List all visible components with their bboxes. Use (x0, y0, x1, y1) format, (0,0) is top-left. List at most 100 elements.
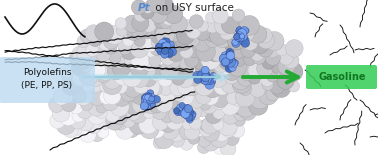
Text: Polyolefins
(PE, PP, PS): Polyolefins (PE, PP, PS) (22, 68, 73, 90)
Circle shape (166, 113, 183, 130)
Circle shape (215, 33, 231, 48)
Circle shape (288, 81, 300, 92)
Circle shape (186, 24, 201, 39)
Circle shape (237, 70, 254, 86)
Circle shape (232, 9, 245, 22)
Circle shape (143, 95, 152, 104)
Circle shape (167, 44, 184, 62)
Circle shape (184, 124, 200, 140)
Circle shape (240, 37, 246, 44)
Circle shape (144, 94, 151, 101)
Circle shape (150, 95, 158, 104)
Circle shape (237, 29, 243, 35)
FancyArrow shape (80, 73, 230, 82)
Circle shape (69, 100, 83, 114)
Circle shape (210, 27, 228, 45)
Circle shape (76, 45, 93, 61)
Circle shape (177, 104, 183, 111)
Circle shape (205, 80, 214, 89)
Circle shape (124, 79, 142, 97)
Circle shape (266, 44, 279, 58)
Circle shape (180, 45, 193, 58)
Circle shape (150, 43, 163, 56)
Circle shape (201, 74, 210, 82)
Circle shape (150, 102, 156, 108)
Circle shape (132, 14, 149, 32)
Circle shape (131, 23, 147, 39)
Circle shape (166, 51, 173, 58)
Circle shape (212, 96, 226, 110)
Circle shape (218, 116, 237, 136)
Circle shape (140, 5, 154, 19)
Circle shape (96, 63, 114, 80)
Circle shape (61, 71, 73, 82)
Circle shape (71, 125, 82, 136)
Circle shape (143, 107, 155, 119)
Circle shape (168, 41, 174, 47)
Circle shape (100, 80, 112, 93)
Circle shape (131, 52, 149, 70)
Circle shape (250, 35, 269, 54)
Circle shape (248, 96, 268, 115)
Circle shape (96, 101, 108, 113)
Circle shape (143, 95, 153, 105)
Circle shape (248, 71, 261, 84)
Circle shape (229, 64, 236, 71)
Circle shape (94, 22, 114, 41)
Circle shape (240, 34, 245, 39)
Circle shape (243, 28, 249, 33)
Circle shape (252, 50, 266, 64)
Circle shape (236, 27, 243, 35)
Circle shape (269, 79, 285, 94)
Circle shape (186, 65, 199, 78)
Circle shape (144, 93, 152, 102)
Circle shape (183, 112, 189, 117)
Circle shape (219, 54, 229, 64)
Circle shape (141, 102, 149, 110)
Circle shape (232, 60, 239, 66)
Circle shape (181, 20, 194, 33)
Circle shape (164, 48, 172, 56)
Circle shape (196, 106, 208, 117)
Circle shape (99, 91, 113, 104)
Circle shape (169, 15, 187, 33)
Circle shape (243, 37, 249, 43)
Circle shape (236, 27, 243, 34)
Circle shape (149, 123, 165, 138)
Circle shape (234, 33, 242, 41)
Circle shape (242, 35, 258, 51)
Circle shape (122, 61, 139, 78)
Circle shape (234, 33, 240, 40)
Circle shape (168, 65, 181, 78)
Circle shape (82, 80, 94, 92)
Circle shape (160, 43, 168, 51)
Circle shape (151, 70, 162, 81)
Circle shape (227, 31, 246, 50)
Circle shape (249, 25, 267, 43)
Circle shape (168, 48, 177, 56)
Circle shape (177, 72, 194, 88)
Circle shape (149, 93, 155, 98)
Circle shape (226, 57, 234, 64)
Circle shape (259, 86, 278, 105)
Circle shape (206, 20, 219, 33)
FancyBboxPatch shape (0, 57, 95, 103)
Circle shape (226, 48, 233, 55)
Circle shape (160, 83, 172, 96)
Circle shape (146, 94, 151, 99)
Circle shape (156, 32, 174, 49)
Circle shape (228, 57, 247, 76)
Circle shape (62, 97, 76, 112)
Circle shape (184, 102, 202, 120)
Text: Gasoline: Gasoline (318, 72, 366, 82)
Circle shape (201, 73, 210, 82)
Circle shape (107, 62, 125, 80)
Circle shape (163, 42, 170, 50)
Circle shape (141, 16, 157, 32)
Circle shape (184, 105, 192, 113)
Circle shape (250, 47, 265, 61)
Circle shape (155, 95, 173, 112)
Circle shape (212, 53, 231, 72)
Circle shape (105, 107, 120, 122)
Circle shape (159, 39, 167, 47)
